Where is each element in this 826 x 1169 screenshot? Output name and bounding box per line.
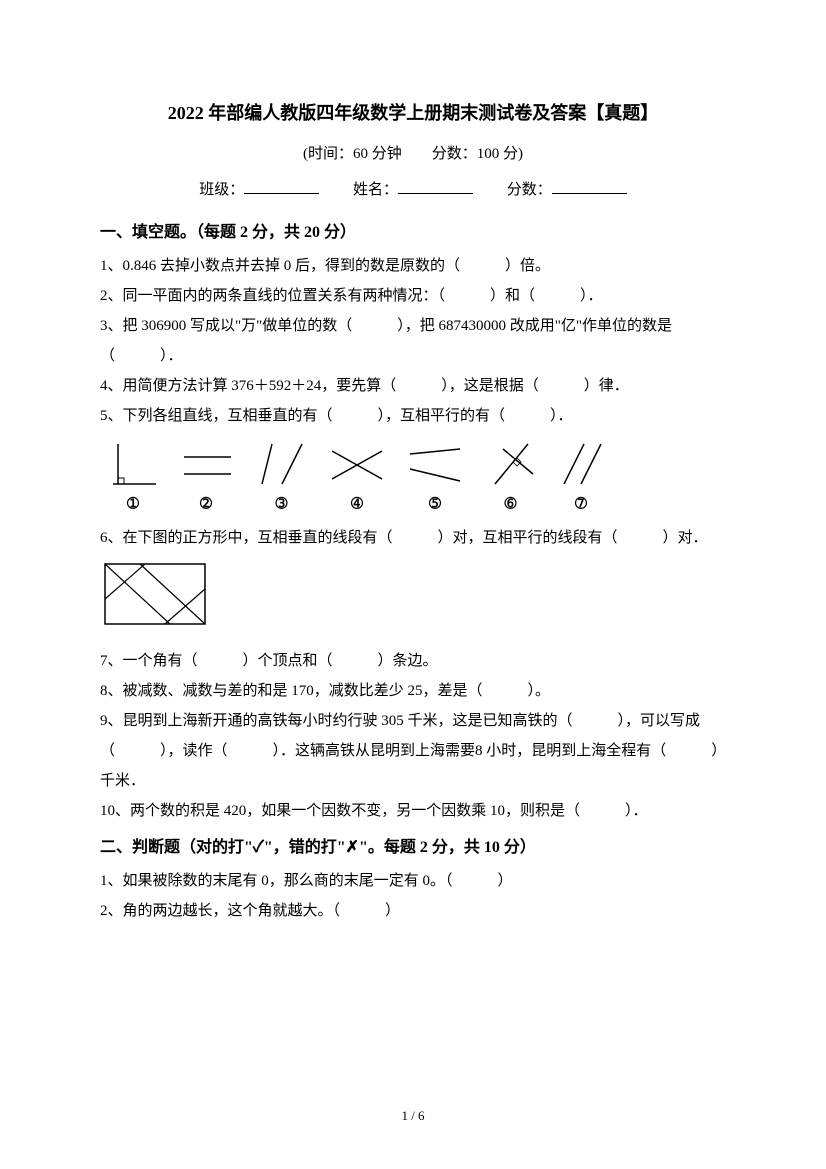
question-1-1: 1、0.846 去掉小数点并去掉 0 后，得到的数是原数的（ ）倍。 xyxy=(100,251,726,281)
diagram-2: ➁ xyxy=(176,439,236,519)
diagram-label-3: ➂ xyxy=(276,491,288,519)
diagram-label-1: ➀ xyxy=(127,491,139,519)
square-with-lines-icon xyxy=(100,559,210,629)
crossing-lines-icon xyxy=(327,439,387,489)
question-1-8: 8、被减数、减数与差的和是 170，减数比差少 25，差是（ ）。 xyxy=(100,676,726,706)
score-blank xyxy=(552,176,627,194)
question-1-2: 2、同一平面内的两条直线的位置关系有两种情况：（ ）和（ ）． xyxy=(100,281,726,311)
question-1-7: 7、一个角有（ ）个顶点和（ ）条边。 xyxy=(100,646,726,676)
non-parallel-icon xyxy=(405,439,465,489)
parallel-horizontal-icon xyxy=(176,439,236,489)
diagram-6: ➅ xyxy=(483,439,538,519)
question-1-10: 10、两个数的积是 420，如果一个因数不变，另一个因数乘 10，则积是（ ）． xyxy=(100,796,726,826)
question-1-6: 6、在下图的正方形中，互相垂直的线段有（ ）对，互相平行的线段有（ ）对． xyxy=(100,523,726,553)
diagram-label-5: ➄ xyxy=(429,491,441,519)
slanted-lines-icon xyxy=(254,439,309,489)
diagram-label-6: ➅ xyxy=(505,491,517,519)
perpendicular-lines-icon xyxy=(108,439,158,489)
diagram-label-4: ➃ xyxy=(351,491,363,519)
page-number: 1 / 6 xyxy=(0,1103,826,1129)
section2-header: 二、判断题（对的打"✓"，错的打"✗"。每题 2 分，共 10 分） xyxy=(100,832,726,864)
diagram-4: ➃ xyxy=(327,439,387,519)
class-blank xyxy=(244,176,319,194)
document-title: 2022 年部编人教版四年级数学上册期末测试卷及答案【真题】 xyxy=(100,95,726,131)
diagram-1: ➀ xyxy=(108,439,158,519)
info-row: 班级： 姓名： 分数： xyxy=(100,175,726,205)
question-1-9: 9、昆明到上海新开通的高铁每小时约行驶 305 千米，这是已知高铁的（ ），可以… xyxy=(100,706,726,796)
name-label: 姓名： xyxy=(353,182,398,198)
question-2-2: 2、角的两边越长，这个角就越大。（ ） xyxy=(100,896,726,926)
question-1-5: 5、下列各组直线，互相垂直的有（ ），互相平行的有（ ）． xyxy=(100,401,726,431)
document-subtitle: (时间：60 分钟 分数：100 分) xyxy=(100,139,726,169)
diagram-label-2: ➁ xyxy=(200,491,212,519)
question-1-4: 4、用简便方法计算 376＋592＋24，要先算（ ），这是根据（ ）律． xyxy=(100,371,726,401)
line-diagrams-row: ➀ ➁ ➂ ➃ ➄ ➅ xyxy=(100,439,726,519)
perpendicular-slant-icon xyxy=(483,439,538,489)
diagram-7: ➆ xyxy=(556,439,606,519)
diagram-3: ➂ xyxy=(254,439,309,519)
diagram-label-7: ➆ xyxy=(575,491,587,519)
class-label: 班级： xyxy=(199,182,244,198)
name-blank xyxy=(398,176,473,194)
score-label: 分数： xyxy=(507,182,552,198)
section1-header: 一、填空题。（每题 2 分，共 20 分） xyxy=(100,217,726,249)
diagram-5: ➄ xyxy=(405,439,465,519)
parallel-slant-icon xyxy=(556,439,606,489)
question-1-3: 3、把 306900 写成以"万"做单位的数（ ），把 687430000 改成… xyxy=(100,311,726,371)
question-2-1: 1、如果被除数的末尾有 0，那么商的末尾一定有 0。（ ） xyxy=(100,866,726,896)
square-diagram xyxy=(100,559,726,640)
